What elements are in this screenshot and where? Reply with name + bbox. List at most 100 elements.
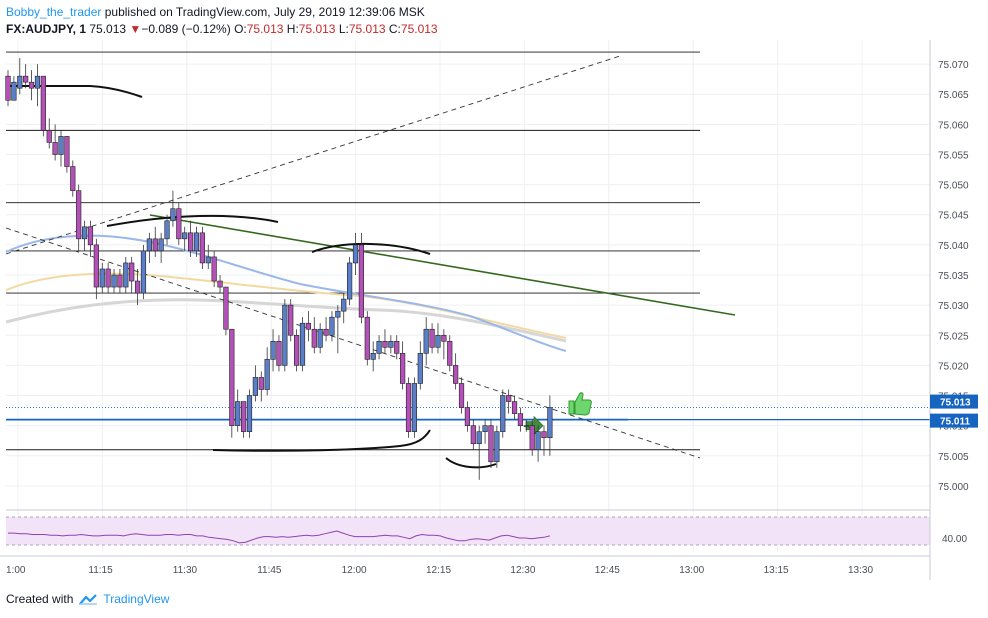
publish-info: Bobby_the_trader published on TradingVie… <box>6 5 425 19</box>
candle-body <box>482 425 488 432</box>
author-link[interactable]: Bobby_the_trader <box>6 5 102 19</box>
price-tick-label: 75.055 <box>938 150 969 161</box>
symbol-info: FX:AUDJPY, 1 75.013 ▼−0.089 (−0.12%) O: 7… <box>6 22 438 36</box>
candle-body <box>164 220 170 240</box>
open-label: O: <box>234 22 247 36</box>
candle-body <box>288 304 294 336</box>
candle-body <box>376 340 382 354</box>
candle-body <box>405 383 412 432</box>
time-tick-label: 11:15 <box>88 565 113 576</box>
candle-body <box>441 334 447 342</box>
candle-body <box>547 407 553 438</box>
time-tick-label: 13:15 <box>764 565 789 576</box>
candle-body <box>134 280 141 294</box>
high-value: 75.013 <box>298 22 336 36</box>
candle-body <box>488 425 494 463</box>
hand-drawn-top-arc <box>8 85 143 98</box>
candle-body <box>99 268 105 288</box>
candle-body <box>193 232 200 252</box>
last-price: 75.013 <box>89 22 127 36</box>
hand-drawn-bottom-arc <box>212 429 431 452</box>
chart-header: Bobby_the_trader published on TradingVie… <box>0 0 988 40</box>
price-badge <box>930 394 978 409</box>
candle-body <box>5 75 11 101</box>
candle-body <box>117 274 123 288</box>
candle-body <box>105 268 111 288</box>
candle-body <box>299 322 306 366</box>
dashed-trendline-down <box>5 227 701 459</box>
candle-body <box>358 244 365 318</box>
candle-body <box>270 340 276 360</box>
time-tick-label: 12:45 <box>595 565 620 576</box>
thumbs-up-icon <box>568 392 592 416</box>
high-label: H: <box>286 22 299 36</box>
price-change: −0.089 (−0.12%) <box>141 22 231 36</box>
symbol-label: FX:AUDJPY, 1 <box>6 22 87 36</box>
candle-body <box>64 136 70 167</box>
moving-average-blue <box>5 234 567 352</box>
candle-body <box>529 425 535 451</box>
time-tick-label: 13:30 <box>848 565 873 576</box>
candle-body <box>323 328 329 336</box>
candle-body <box>317 328 323 348</box>
candle-body <box>11 81 17 101</box>
candle-body <box>211 256 217 282</box>
candle-body <box>129 262 135 282</box>
green-trendline <box>149 214 736 316</box>
candle-body <box>400 353 406 384</box>
candle-body <box>258 377 264 390</box>
candle-body <box>370 353 376 360</box>
candle-body <box>453 365 459 384</box>
created-with-label: Created with <box>6 592 74 606</box>
candle-body <box>458 383 465 408</box>
candle-body <box>470 425 476 445</box>
candle-body <box>58 136 64 155</box>
price-tick-label: 75.035 <box>938 271 969 282</box>
price-tick-label: 75.025 <box>938 331 969 342</box>
candle-body <box>411 383 418 432</box>
candle-body <box>541 431 547 438</box>
candle-body <box>388 340 394 348</box>
rsi-tick-label: 40.00 <box>942 534 967 545</box>
time-tick-label: 12:30 <box>510 565 535 576</box>
time-tick-label: 13:00 <box>679 565 704 576</box>
price-tick-label: 75.050 <box>938 181 969 192</box>
candle-body <box>282 304 288 366</box>
candle-body <box>87 226 94 246</box>
price-badge <box>930 413 978 428</box>
rsi-line <box>8 530 551 544</box>
price-chart[interactable]: 75.070 75.065 75.060 75.055 75.050 75.045 75.0… <box>0 40 988 585</box>
candle-body <box>40 75 46 131</box>
hand-drawn-peak-arc <box>311 243 431 255</box>
time-tick-label: 11:45 <box>257 565 282 576</box>
candle-body <box>217 280 223 288</box>
candle-body <box>364 316 370 360</box>
candle-body <box>447 340 453 366</box>
candle-body <box>311 328 317 348</box>
candle-body <box>223 286 229 330</box>
close-value: 75.013 <box>400 22 438 36</box>
candle-body <box>429 328 435 348</box>
candle-body <box>417 353 423 384</box>
time-tick-label: 12:00 <box>342 565 367 576</box>
candle-body <box>187 232 194 252</box>
low-value: 75.013 <box>348 22 386 36</box>
candle-body <box>34 75 41 89</box>
close-label: C: <box>388 22 401 36</box>
candle-body <box>523 425 529 427</box>
candle-body <box>170 208 176 222</box>
down-arrow-icon: ▼ <box>129 22 142 36</box>
candle-body <box>241 401 247 432</box>
price-tick-label: 75.065 <box>938 90 969 101</box>
candle-body <box>81 226 88 240</box>
candle-body <box>76 190 82 240</box>
candle-body <box>352 244 359 264</box>
published-text: published on TradingView.com, July 29, 2… <box>101 5 425 19</box>
price-tick-label: 75.030 <box>938 301 969 312</box>
candle-body <box>28 81 35 89</box>
candle-body <box>435 334 441 348</box>
price-tick-label: 75.070 <box>938 60 969 71</box>
hand-drawn-low-arc <box>445 457 497 469</box>
candle-body <box>517 413 524 426</box>
tradingview-link[interactable]: TradingView <box>103 592 170 606</box>
